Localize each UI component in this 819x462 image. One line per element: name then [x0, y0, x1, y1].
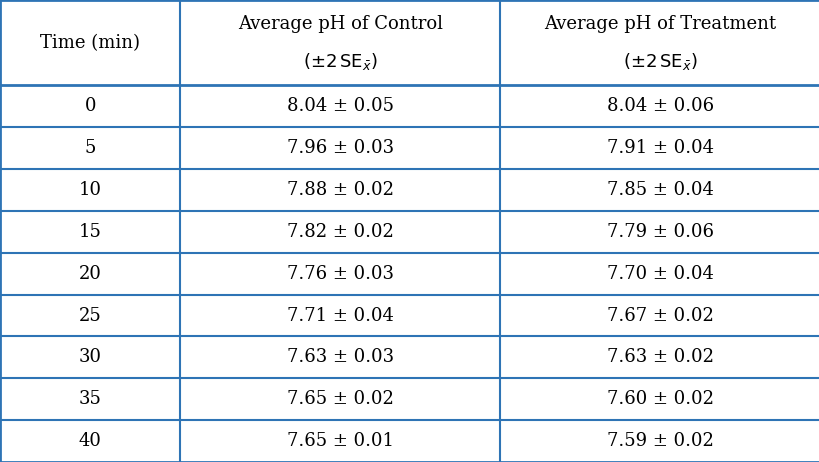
Text: 7.96 ± 0.03: 7.96 ± 0.03 — [287, 139, 393, 157]
Text: 7.60 ± 0.02: 7.60 ± 0.02 — [606, 390, 713, 408]
Text: 8.04 ± 0.05: 8.04 ± 0.05 — [287, 97, 393, 116]
Text: 7.76 ± 0.03: 7.76 ± 0.03 — [287, 265, 393, 283]
Text: 7.79 ± 0.06: 7.79 ± 0.06 — [606, 223, 713, 241]
Text: 35: 35 — [79, 390, 102, 408]
Text: 7.63 ± 0.03: 7.63 ± 0.03 — [287, 348, 393, 366]
Text: 30: 30 — [79, 348, 102, 366]
Text: 7.91 ± 0.04: 7.91 ± 0.04 — [606, 139, 713, 157]
Text: 7.65 ± 0.01: 7.65 ± 0.01 — [287, 432, 393, 450]
Text: Time (min): Time (min) — [40, 34, 140, 52]
Text: $(\pm 2\,\mathrm{SE}_{\bar{x}})$: $(\pm 2\,\mathrm{SE}_{\bar{x}})$ — [302, 51, 378, 72]
Text: 7.63 ± 0.02: 7.63 ± 0.02 — [606, 348, 713, 366]
Text: 7.82 ± 0.02: 7.82 ± 0.02 — [287, 223, 393, 241]
Text: 7.71 ± 0.04: 7.71 ± 0.04 — [287, 307, 393, 325]
Text: 8.04 ± 0.06: 8.04 ± 0.06 — [606, 97, 713, 116]
Text: 25: 25 — [79, 307, 102, 325]
Text: 15: 15 — [79, 223, 102, 241]
Text: 20: 20 — [79, 265, 102, 283]
Text: 7.65 ± 0.02: 7.65 ± 0.02 — [287, 390, 393, 408]
Text: 7.67 ± 0.02: 7.67 ± 0.02 — [606, 307, 713, 325]
Text: Average pH of Treatment: Average pH of Treatment — [543, 15, 776, 33]
Text: 7.88 ± 0.02: 7.88 ± 0.02 — [287, 181, 393, 199]
Text: 7.70 ± 0.04: 7.70 ± 0.04 — [606, 265, 713, 283]
Text: 40: 40 — [79, 432, 102, 450]
Text: 7.85 ± 0.04: 7.85 ± 0.04 — [606, 181, 713, 199]
Text: 10: 10 — [79, 181, 102, 199]
Text: $(\pm 2\,\mathrm{SE}_{\bar{x}})$: $(\pm 2\,\mathrm{SE}_{\bar{x}})$ — [622, 51, 697, 72]
Text: Average pH of Control: Average pH of Control — [238, 15, 442, 33]
Text: 5: 5 — [84, 139, 96, 157]
Text: 0: 0 — [84, 97, 96, 116]
Text: 7.59 ± 0.02: 7.59 ± 0.02 — [606, 432, 713, 450]
